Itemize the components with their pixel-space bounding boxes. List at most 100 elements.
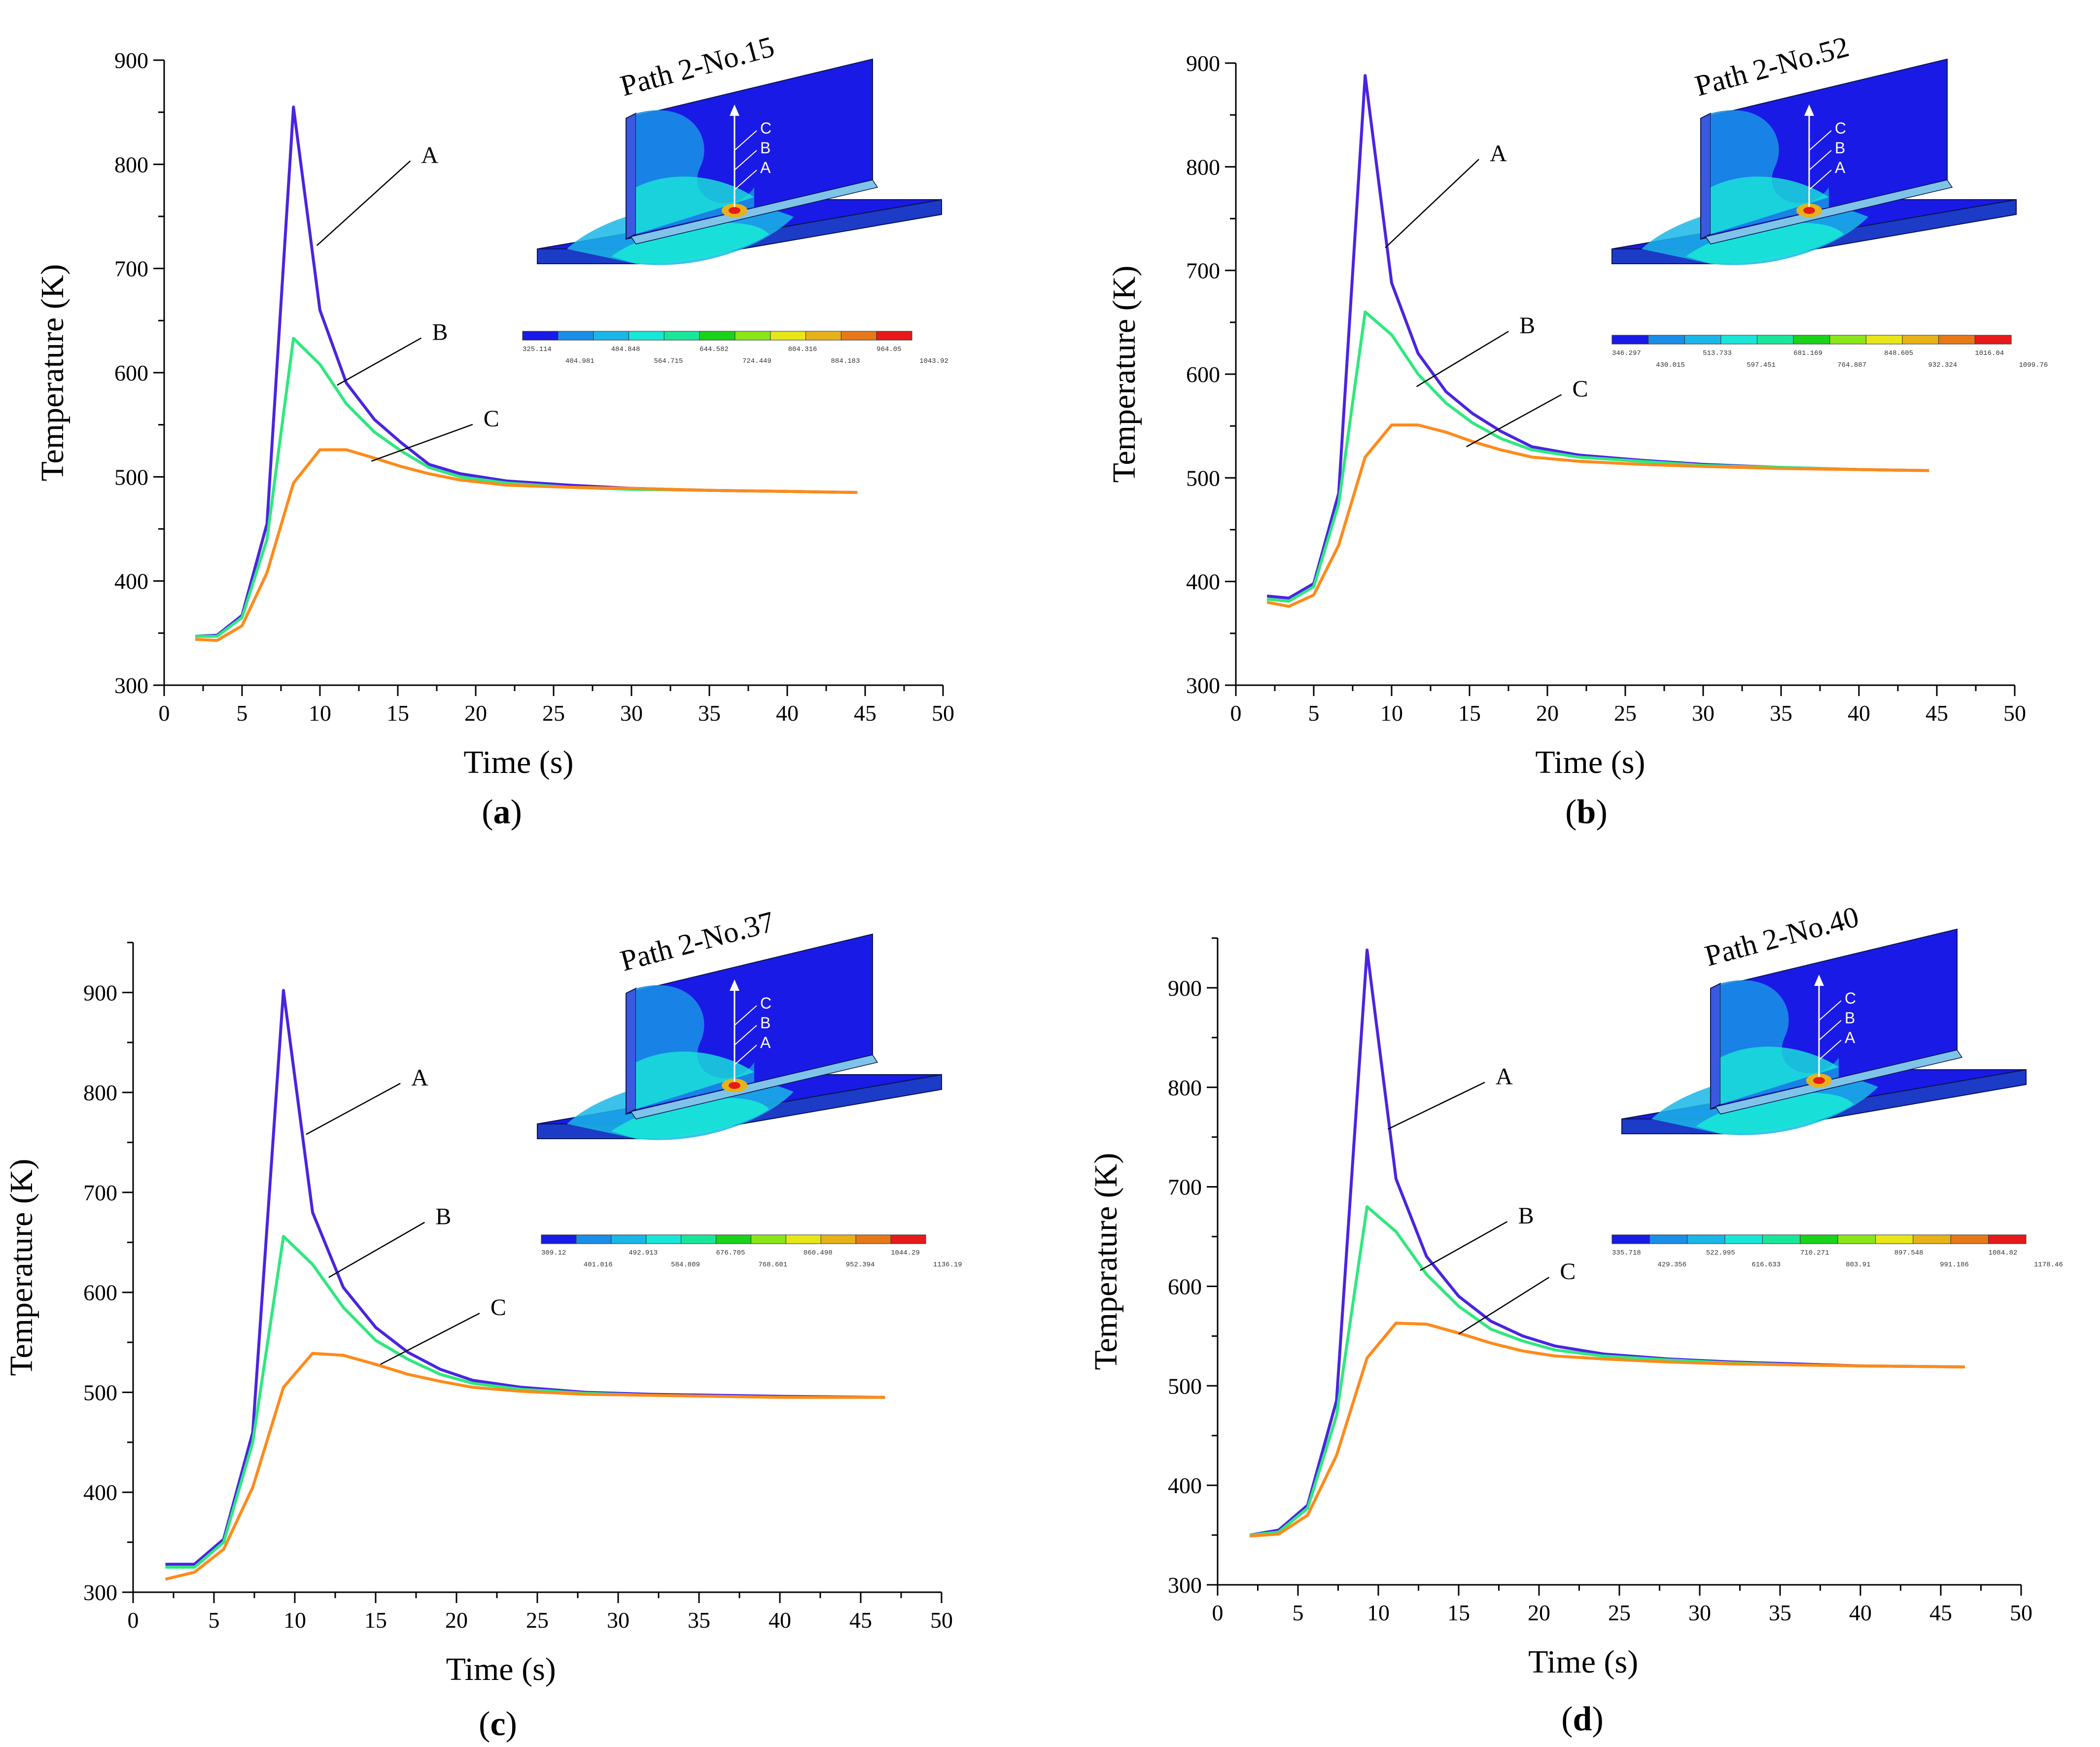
colorbar-value: 964.05 (876, 346, 901, 353)
path-arrow-head (1804, 105, 1814, 116)
colorbar-segment (1724, 1234, 1763, 1244)
curve-label-C: C (1560, 1258, 1575, 1285)
label-leader (1420, 1221, 1508, 1271)
colorbar-segment (735, 331, 771, 341)
weld-bead (630, 179, 878, 245)
colorbar-segment (1687, 1234, 1725, 1244)
colorbar-segment (1950, 1234, 1989, 1244)
colorbar-segment (770, 331, 806, 341)
figure-caption: (b) (1565, 793, 1608, 831)
x-tick-label: 15 (1447, 1600, 1470, 1625)
caption-letter: b (1577, 793, 1596, 831)
x-tick-label: 30 (1692, 700, 1715, 726)
x-tick-label: 50 (930, 1607, 953, 1633)
x-tick-label: 15 (386, 700, 409, 726)
y-tick-label: 700 (114, 256, 148, 281)
inset-point-leader (1809, 170, 1832, 190)
label-leader (328, 1222, 425, 1278)
y-tick-label: 600 (1186, 362, 1220, 387)
inset-point-leader (734, 170, 757, 190)
x-tick-label: 25 (542, 700, 565, 726)
x-axis-label: Time (s) (463, 744, 573, 780)
curve-label-A: A (411, 1065, 428, 1091)
series-line-C (165, 1352, 885, 1581)
colorbar-segment (681, 1234, 717, 1244)
colorbar-segment (840, 331, 877, 341)
colorbar-value: 1043.92 (919, 357, 948, 365)
y-tick-label: 900 (114, 48, 148, 73)
colorbar-value: 644.582 (700, 346, 729, 353)
chart-panel-d: 0 5 10 15 20 25 30 35 40 45 50 300 400 500 600 700 800 90… (1088, 900, 2063, 1738)
path-arrow-head (730, 979, 739, 991)
label-leader (1466, 394, 1562, 448)
colorbar-segment (1684, 335, 1721, 345)
colorbar-segment (785, 1234, 821, 1244)
colorbar-segment (1611, 335, 1649, 345)
web-plate-edge (1710, 982, 1721, 1110)
curve-label-C: C (484, 406, 499, 432)
caption-close: ) (506, 1705, 517, 1743)
x-tick-label: 15 (1458, 700, 1481, 726)
colorbar-value: 724.449 (742, 357, 771, 365)
colorbar-segment (716, 1234, 751, 1244)
colorbar-value: 597.451 (1747, 361, 1776, 369)
figure-caption: (d) (1561, 1700, 1604, 1738)
hot-spot-core (1803, 207, 1815, 214)
weld-bead (630, 1054, 878, 1119)
y-tick-label: 900 (1168, 976, 1202, 1001)
label-leader (337, 337, 422, 386)
colorbar-segment (1793, 335, 1830, 345)
heat-zone-mid (611, 223, 769, 264)
colorbar-segment (876, 331, 912, 341)
web-plate-edge (626, 987, 636, 1115)
x-tick-label: 30 (607, 1607, 630, 1633)
x-tick-label: 5 (1308, 700, 1320, 726)
series-line-C (195, 448, 858, 642)
inset-point-C: C (1835, 119, 1846, 137)
x-tick-label: 5 (237, 700, 248, 726)
caption-letter: d (1573, 1700, 1592, 1738)
colorbar-value: 676.705 (716, 1249, 745, 1257)
caption-open: ( (1561, 1700, 1573, 1738)
inset-point-C: C (760, 994, 771, 1012)
web-plate-edge (626, 112, 636, 240)
label-leader (380, 1313, 480, 1365)
y-tick-label: 800 (1168, 1075, 1202, 1100)
chart-panel-c: 0 5 10 15 20 25 30 35 40 45 50 300 400 500 600 700 800 90… (3, 905, 962, 1743)
series-line-C (1266, 423, 1929, 608)
colorbar-segment (522, 331, 559, 341)
y-tick-label: 600 (83, 1280, 117, 1305)
x-tick-label: 5 (209, 1607, 220, 1633)
label-leader (306, 1083, 401, 1135)
colorbar-value: 952.394 (846, 1261, 875, 1269)
path-arrow-head (1814, 975, 1824, 986)
curve-label-A: A (1496, 1064, 1513, 1090)
inset-point-leader (734, 130, 757, 151)
heat-zone-mid (1696, 1093, 1854, 1134)
inset-point-B: B (1845, 1009, 1855, 1027)
colorbar-value: 522.995 (1706, 1249, 1735, 1257)
chart-panel-a: 0 5 10 15 20 25 30 35 40 45 50 300 400 500 600 700 800 90… (35, 30, 954, 831)
label-leader (316, 160, 411, 246)
colorbar-value: 860.498 (804, 1249, 833, 1257)
chart-panel-b: 0 5 10 15 20 25 30 35 40 45 50 300 400 500 600 700 800 90… (1106, 30, 2048, 831)
web-heat-zone-inner (1711, 176, 1829, 234)
y-tick-label: 400 (1168, 1473, 1202, 1498)
colorbar-value: 991.186 (1940, 1261, 1969, 1269)
web-heat-zone-inner (636, 1051, 754, 1109)
caption-close: ) (1592, 1700, 1603, 1738)
colorbar-value: 401.016 (584, 1261, 613, 1269)
colorbar-value: 492.913 (629, 1249, 658, 1257)
x-tick-label: 25 (1608, 1600, 1631, 1625)
curve-label-A: A (421, 142, 438, 168)
y-tick-label: 400 (114, 569, 148, 594)
colorbar-segment (558, 331, 594, 341)
colorbar-value: 346.297 (1612, 349, 1641, 357)
inset-point-leader (734, 150, 757, 171)
colorbar-value: 1099.76 (2019, 361, 2048, 369)
series-line-B (165, 1235, 885, 1569)
y-tick-label: 800 (1186, 154, 1220, 179)
x-tick-label: 25 (1614, 700, 1637, 726)
